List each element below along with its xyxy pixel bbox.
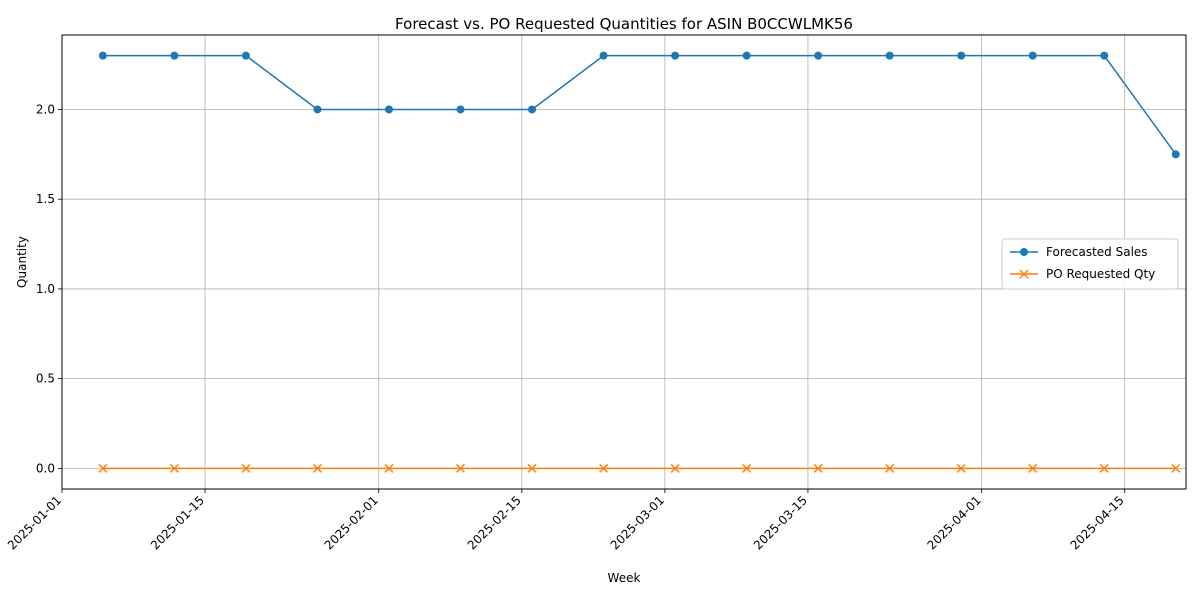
data-point-forecast (599, 51, 608, 60)
x-tick-label: 2025-04-01 (925, 493, 984, 552)
data-point-forecast (170, 51, 179, 60)
data-point-po (956, 463, 966, 473)
y-tick-label: 0.5 (36, 372, 55, 386)
x-axis-label: Week (608, 571, 641, 585)
data-point-po (1099, 463, 1109, 473)
data-point-po (885, 463, 895, 473)
y-tick-label: 1.5 (36, 192, 55, 206)
y-tick-label: 2.0 (36, 102, 55, 116)
data-point-forecast (313, 105, 322, 114)
data-point-po (169, 463, 179, 473)
data-point-po (98, 463, 108, 473)
data-point-forecast (671, 51, 680, 60)
plot-frame (61, 34, 1187, 490)
data-point-po (599, 463, 609, 473)
data-point-po (455, 463, 466, 473)
data-point-po (312, 463, 322, 473)
x-axis-ticks: 2025-01-01 2025-01-15 2025-02-01 2025-02-15… (5, 489, 1127, 552)
data-point-forecast (885, 51, 894, 60)
data-point-forecast (1028, 51, 1037, 60)
x-tick-label: 2025-01-15 (148, 493, 207, 552)
y-axis-ticks: 0.0 0.5 1.0 1.5 2.0 (36, 102, 62, 475)
series-line-forecast (102, 54, 1177, 155)
x-tick-label: 2025-02-15 (465, 493, 524, 552)
data-point-po (384, 463, 394, 473)
legend: Forecasted Sales PO Requested Qty (1001, 238, 1179, 290)
y-axis-label: Quantity (15, 236, 29, 288)
x-tick-label: 2025-02-01 (322, 493, 381, 552)
data-point-forecast (1100, 51, 1109, 60)
data-point-po (670, 463, 680, 473)
data-point-forecast (814, 51, 823, 60)
legend-label-po: PO Requested Qty (1046, 267, 1155, 281)
x-tick-label: 2025-03-15 (751, 493, 810, 552)
series-layer (98, 51, 1181, 473)
y-tick-label: 1.0 (36, 282, 55, 296)
data-point-forecast (241, 51, 250, 60)
data-point-forecast (1171, 150, 1180, 159)
data-point-po (742, 463, 752, 473)
data-point-forecast (742, 51, 751, 60)
data-point-po (527, 463, 537, 473)
y-tick-label: 0.0 (36, 461, 55, 475)
data-point-forecast (98, 51, 107, 60)
data-point-po (1028, 463, 1038, 473)
data-point-po (1171, 463, 1181, 473)
x-tick-label: 2025-04-15 (1068, 493, 1127, 552)
data-point-po (241, 463, 251, 473)
legend-box (1001, 238, 1179, 290)
x-tick-label: 2025-03-01 (608, 493, 667, 552)
x-tick-label: 2025-01-01 (5, 493, 64, 552)
data-point-forecast (384, 105, 393, 114)
legend-label-forecast: Forecasted Sales (1046, 245, 1148, 259)
data-point-po (813, 463, 823, 473)
data-point-forecast (456, 105, 465, 114)
legend-marker-forecast (1020, 248, 1028, 256)
data-point-forecast (957, 51, 966, 60)
chart-title: Forecast vs. PO Requested Quantities for… (395, 15, 853, 33)
legend-marker-po (1019, 269, 1029, 279)
data-point-forecast (528, 105, 537, 114)
